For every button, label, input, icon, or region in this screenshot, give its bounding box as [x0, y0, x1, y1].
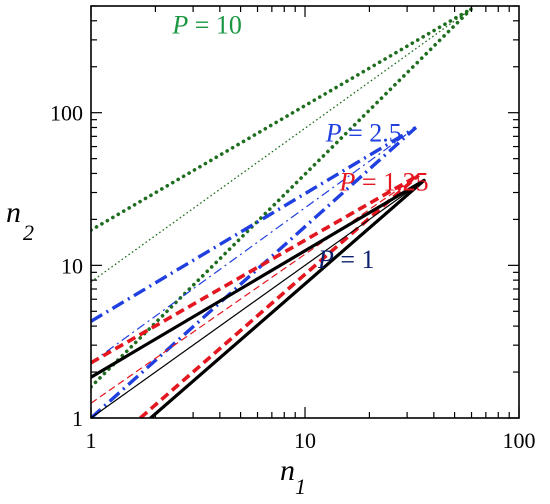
annotation-var: P — [325, 118, 342, 147]
x-axis-label-main: n — [280, 454, 295, 487]
series-line-p-10-upper — [91, 6, 474, 232]
plot-background — [91, 6, 519, 418]
x-axis-label-sub: 1 — [295, 474, 306, 499]
y-axis-label-main: n — [6, 196, 21, 229]
series-line-p-1-25-middle — [91, 174, 420, 404]
annotation-p125: P = 1.25 — [339, 167, 429, 196]
series-line-p-1-middle — [91, 179, 425, 418]
annotation-p1: P = 1 — [317, 245, 375, 274]
annotation-var: P — [171, 11, 188, 40]
x-tick-label: 100 — [503, 428, 536, 453]
x-tick-label: 10 — [294, 428, 316, 453]
y-axis-label-sub: 2 — [23, 220, 34, 245]
series-line-p-1-25-lower — [139, 173, 420, 418]
annotation-value: = 1.25 — [355, 167, 428, 196]
tick-layer: 1 10 100 1 10 100 — [50, 5, 536, 453]
x-axis-label: n1 — [280, 454, 306, 499]
series-layer — [91, 6, 474, 418]
annotation-var: P — [317, 245, 334, 274]
y-tick-label: 100 — [50, 101, 83, 126]
y-axis-label: n2 — [6, 196, 34, 245]
y-tick-label: 1 — [72, 406, 83, 431]
x-tick-label: 1 — [86, 428, 97, 453]
series-line-p-1-25-upper — [91, 173, 420, 365]
annotation-value: = 2.5 — [342, 118, 402, 147]
annotation-value: = 10 — [188, 11, 242, 40]
annotation-var: P — [339, 167, 356, 196]
annotation-layer: P = 10P = 2.5P = 1.25P = 1 — [171, 11, 428, 275]
annotation-p25: P = 2.5 — [325, 118, 402, 147]
annotation-value: = 1 — [334, 245, 375, 274]
series-line-p-1-lower — [149, 178, 426, 418]
y-tick-label: 10 — [61, 253, 83, 278]
series-line-p-1-upper — [91, 178, 426, 379]
series-line-p-10-lower — [91, 6, 474, 389]
annotation-p10: P = 10 — [171, 11, 242, 40]
